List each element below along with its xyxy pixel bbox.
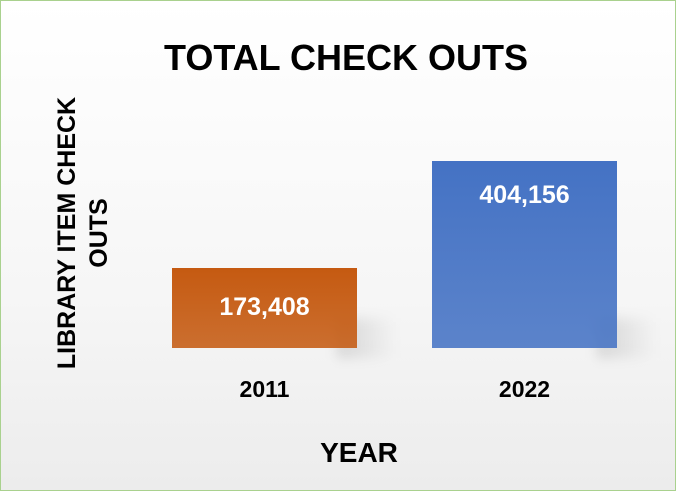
x-tick-label: 2022 <box>498 376 551 402</box>
data-label: 404,156 <box>479 181 570 210</box>
x-axis-title: YEAR <box>320 437 398 468</box>
bar <box>172 267 357 348</box>
x-tick-label: 2011 <box>239 376 290 402</box>
chart-title: TOTAL CHECK OUTS <box>163 37 528 78</box>
y-axis-title: LIBRARY ITEM CHECK OUTS <box>53 96 113 370</box>
data-label: 173,408 <box>219 292 310 321</box>
bar <box>432 161 617 348</box>
